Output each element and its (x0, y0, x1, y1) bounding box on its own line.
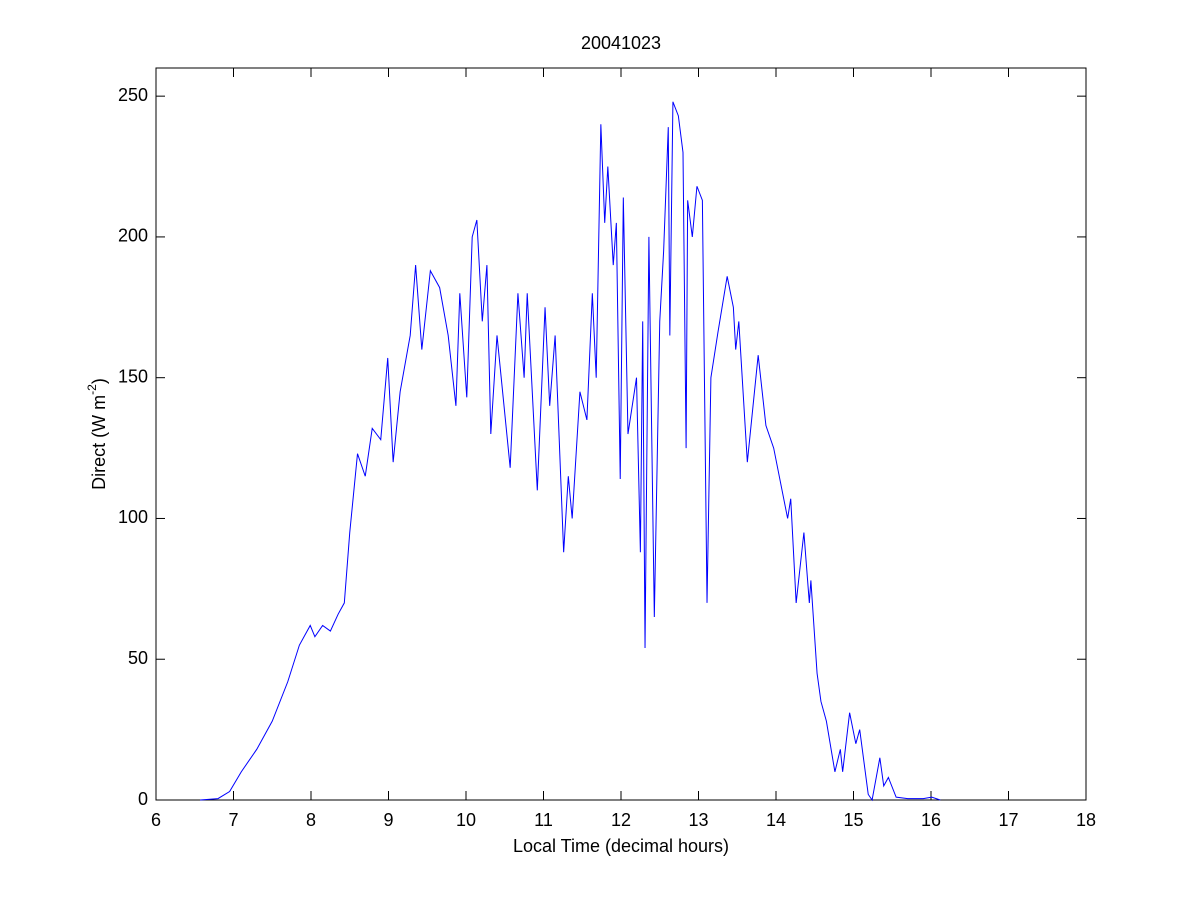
data-line (200, 101, 941, 802)
x-tick-label: 17 (998, 810, 1018, 830)
x-tick-label: 14 (766, 810, 786, 830)
x-tick-label: 11 (534, 810, 553, 830)
x-tick-label: 9 (383, 810, 393, 830)
x-tick-label: 7 (228, 810, 238, 830)
x-tick-label: 10 (456, 810, 476, 830)
y-axis-label-end: ) (89, 378, 109, 384)
y-tick-label: 50 (128, 648, 148, 668)
chart-title: 20041023 (581, 33, 661, 53)
x-tick-label: 8 (306, 810, 316, 830)
x-tick-label: 13 (688, 810, 708, 830)
y-tick-label: 200 (118, 226, 148, 246)
x-tick-label: 16 (921, 810, 941, 830)
x-tick-label: 18 (1076, 810, 1096, 830)
y-tick-label: 100 (118, 507, 148, 527)
y-axis-label: Direct (W m-2) (85, 378, 109, 490)
x-tick-label: 6 (151, 810, 161, 830)
y-tick-label: 150 (118, 366, 148, 386)
x-tick-label: 12 (611, 810, 631, 830)
y-tick-label: 0 (138, 789, 148, 809)
y-axis-label-sup: -2 (85, 384, 99, 395)
x-tick-label: 15 (843, 810, 863, 830)
y-axis-label-text: Direct (W m (89, 395, 109, 490)
y-tick-label: 250 (118, 85, 148, 105)
x-axis-label: Local Time (decimal hours) (513, 836, 729, 856)
